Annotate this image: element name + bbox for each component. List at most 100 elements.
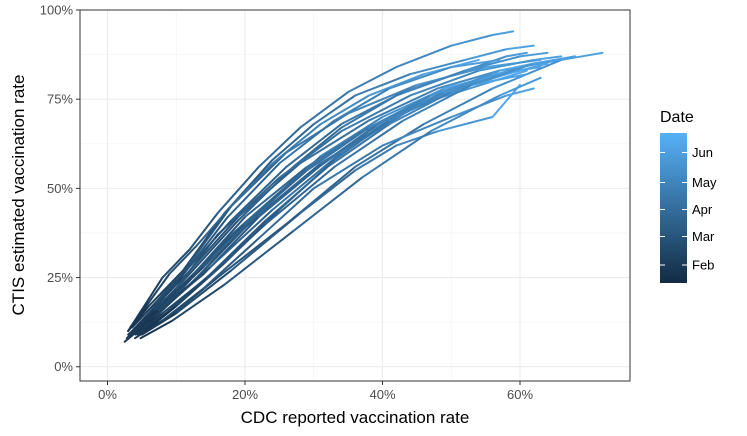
series-segment [464,48,508,61]
series-segment [354,144,398,172]
series-segment [156,272,195,311]
series-segment [312,94,356,126]
plot-panel [79,9,631,382]
y-tick-label: 0% [54,359,73,374]
series-state-09 [140,83,521,336]
series-segment [195,205,233,247]
series-state-08 [127,30,515,333]
series-segment [305,126,370,172]
series-segment [161,287,205,322]
series-segment [409,58,466,76]
series-state-16 [139,76,542,340]
series-state-10 [134,87,535,340]
legend-label-jun: Jun [692,145,713,160]
series-segment [532,55,576,65]
series-segment [470,62,535,86]
series-segment [367,87,439,122]
series-segment [519,51,549,58]
series-segment [299,91,350,129]
series-segment [491,30,515,36]
series-segment [299,169,356,215]
panel-border [79,9,631,382]
series-segment [326,123,391,168]
series-segment [381,87,446,119]
x-tick-label: 20% [232,387,258,402]
series-segment [153,269,188,311]
series-segment [505,44,535,51]
series-segment [333,119,391,161]
series-segment [175,269,233,315]
series-segment [470,73,528,86]
series-segment [299,119,370,165]
series-segment [354,123,425,168]
series-segment [168,244,198,275]
series-segment [429,73,494,97]
series-segment [161,248,191,279]
series-segment [422,87,494,126]
series-segment [450,58,501,69]
series-segment [395,130,439,147]
x-tick-label: 40% [369,387,395,402]
series-state-24 [129,58,501,336]
series-segment [505,51,528,58]
series-segment [192,223,246,275]
series-segment [354,73,411,97]
series-segment [216,223,288,279]
series-segment [182,219,240,283]
series-segment [257,158,329,218]
series-segment [140,276,164,311]
series-segment [134,312,164,336]
series-state-17 [129,58,480,329]
series-state-22 [131,66,542,333]
series-segment [360,130,432,179]
series-segment [505,87,535,97]
series-segment [244,165,308,218]
legend-label-mar: Mar [692,229,715,244]
series-segment [560,51,604,61]
series-segment [154,276,198,318]
series-segment [278,119,336,165]
series-segment [436,116,494,133]
series-segment [189,205,233,265]
x-tick-label: 60% [507,387,533,402]
series-segment [189,212,219,251]
series-segment [230,212,301,272]
series-segment [230,162,274,208]
series-segment [464,55,521,72]
series-segment [429,94,501,133]
y-tick-label: 75% [47,92,73,107]
series-segment [388,91,453,126]
series-segment [154,262,191,304]
series-segment [532,55,563,61]
series-segment [333,87,391,122]
legend-colorbar [660,133,687,283]
series-segment [402,69,466,94]
series-segment [271,123,322,165]
series-segment [244,169,308,226]
series-segment [223,230,295,286]
series-segment [450,33,494,47]
series-segment [202,212,260,268]
series-segment [230,165,288,222]
series-segment [226,162,281,218]
y-tick-label: 100% [40,3,74,18]
series-segment [139,319,174,340]
series-segment [367,94,432,129]
series-segment [498,76,542,97]
series-segment [257,126,301,168]
series-segment [230,173,301,236]
series-segment [388,91,446,122]
series-segment [161,276,209,315]
y-axis: 0% 25% 50% 75% 100% [40,3,80,374]
series-segment [340,91,405,126]
x-axis-title: CDC reported vaccination rate [241,408,470,427]
series-segment [216,165,260,215]
series-segment [395,44,453,69]
series-segment [477,58,535,72]
series-segment [333,119,405,168]
series-segment [278,158,336,211]
y-axis-title: CTIS estimated vaccination rate [9,75,28,316]
series-segment [409,69,480,97]
series-segment [209,208,274,268]
